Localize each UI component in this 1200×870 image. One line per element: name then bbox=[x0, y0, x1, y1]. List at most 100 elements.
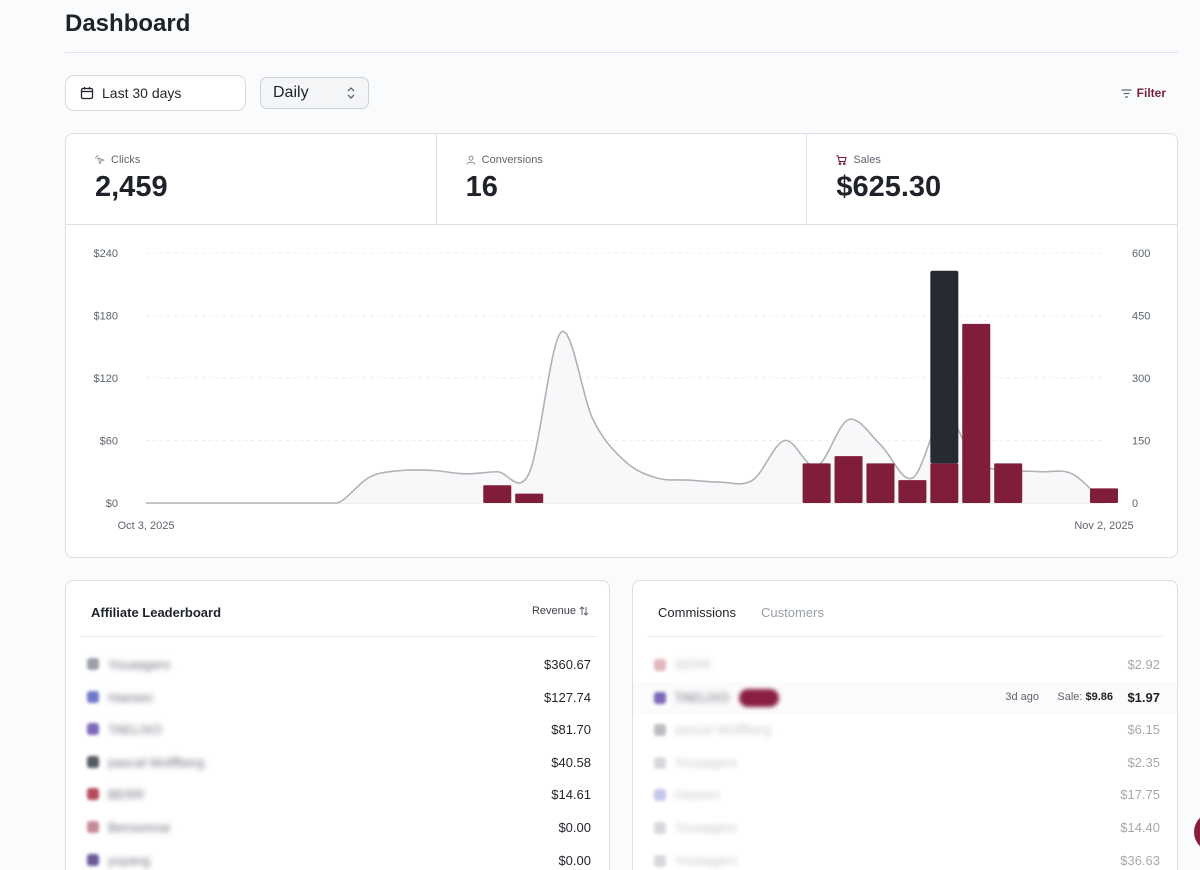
sales-bar bbox=[866, 463, 895, 503]
avatar bbox=[654, 822, 666, 834]
leaderboard-row[interactable]: yuyang $0.00 bbox=[66, 845, 609, 870]
revenue-amount: $40.58 bbox=[551, 754, 591, 770]
commission-row[interactable]: BERR $2.92 bbox=[633, 649, 1177, 681]
clicks-area bbox=[146, 331, 1104, 503]
sales-bar bbox=[930, 463, 959, 503]
leaderboard-row[interactable]: Bensonnar $0.00 bbox=[66, 812, 609, 844]
status-badge bbox=[739, 688, 779, 707]
page-title: Dashboard bbox=[65, 10, 191, 37]
stat-conversions[interactable]: Conversions 16 bbox=[437, 134, 808, 224]
y-tick-label-right: 300 bbox=[1132, 373, 1150, 385]
sales-bar bbox=[898, 480, 927, 503]
leaderboard-row[interactable]: TAELIXO $81.70 bbox=[66, 714, 609, 746]
y-tick-label-right: 450 bbox=[1132, 311, 1150, 323]
sort-arrows-icon bbox=[579, 606, 589, 616]
avatar bbox=[654, 854, 666, 867]
commission-row[interactable]: Haesen $17.75 bbox=[633, 779, 1177, 811]
commission-amount: $36.63 bbox=[1120, 852, 1160, 868]
commissions-divider bbox=[647, 636, 1163, 637]
sales-bar bbox=[834, 456, 863, 503]
affiliate-name: Haesen bbox=[108, 689, 153, 705]
interval-select[interactable]: Daily bbox=[260, 77, 369, 109]
avatar bbox=[87, 788, 99, 801]
affiliate-name: yuyang bbox=[108, 852, 150, 868]
y-tick-label-left: $180 bbox=[94, 311, 118, 323]
affiliate-name: Youaagero bbox=[675, 852, 738, 868]
y-tick-label-right: 150 bbox=[1132, 436, 1150, 448]
filter-button[interactable]: Filter bbox=[1121, 86, 1166, 100]
stats-row: Clicks 2,459 Conversions 16 Sales $625.3… bbox=[66, 134, 1177, 225]
avatar bbox=[654, 659, 666, 671]
cart-icon bbox=[836, 155, 848, 165]
x-tick-label-end: Nov 2, 2025 bbox=[1074, 520, 1133, 532]
stat-value: 16 bbox=[465, 171, 498, 203]
revenue-amount: $0.00 bbox=[558, 820, 591, 835]
commission-amount: $2.35 bbox=[1127, 754, 1160, 770]
y-tick-label-left: $120 bbox=[94, 373, 118, 385]
stat-clicks[interactable]: Clicks 2,459 bbox=[66, 134, 437, 224]
x-tick-label-start: Oct 3, 2025 bbox=[118, 520, 175, 532]
y-tick-label-right: 600 bbox=[1132, 248, 1150, 260]
stat-label: Sales bbox=[853, 154, 881, 166]
sort-label: Revenue bbox=[531, 605, 576, 617]
affiliate-name: TAELIXO bbox=[108, 722, 162, 738]
stat-value: 2,459 bbox=[95, 171, 168, 203]
revenue-amount: $360.67 bbox=[544, 657, 591, 672]
commission-row[interactable]: Youaagero $14.40 bbox=[633, 812, 1177, 844]
revenue-amount: $127.74 bbox=[544, 689, 591, 705]
leaderboard-divider bbox=[80, 636, 597, 637]
affiliate-name: Youaagero bbox=[675, 754, 738, 770]
sales-bar bbox=[515, 493, 544, 503]
y-tick-label-left: $0 bbox=[106, 498, 118, 510]
commission-row[interactable]: Youaagero $36.63 bbox=[633, 845, 1177, 870]
sales-bar bbox=[1090, 488, 1118, 503]
commission-amount: $2.92 bbox=[1127, 657, 1160, 672]
revenue-sort-button[interactable]: Revenue bbox=[532, 605, 589, 617]
revenue-amount: $81.70 bbox=[551, 722, 591, 738]
leaderboard-row[interactable]: BERR $14.61 bbox=[66, 779, 609, 811]
commission-amount: $6.15 bbox=[1127, 722, 1160, 738]
stat-label: Clicks bbox=[111, 154, 141, 166]
stacked-bar bbox=[930, 270, 959, 464]
filter-icon bbox=[1121, 88, 1132, 98]
affiliate-leaderboard: Affiliate Leaderboard Revenue Youaagero $… bbox=[65, 580, 610, 870]
sale-value: $9.86 bbox=[1085, 690, 1113, 703]
commission-row[interactable]: TAELIXO 3d ago Sale: $9.86 $1.97 bbox=[633, 681, 1177, 714]
chat-launcher-button[interactable] bbox=[1194, 812, 1200, 852]
user-icon bbox=[466, 155, 476, 165]
stat-value: $625.30 bbox=[836, 171, 942, 203]
sale-amount: Sale: $9.86 bbox=[1057, 691, 1113, 703]
avatar bbox=[87, 690, 99, 703]
commission-row[interactable]: Youaagero $2.35 bbox=[633, 747, 1177, 779]
affiliate-name: BERR bbox=[675, 657, 712, 672]
avatar bbox=[654, 756, 666, 769]
avatar bbox=[87, 821, 99, 833]
avatar bbox=[87, 853, 99, 866]
date-range-picker[interactable]: Last 30 days bbox=[65, 75, 246, 111]
cursor-click-icon bbox=[95, 155, 105, 165]
commission-row[interactable]: pascal Wolffberg $6.15 bbox=[633, 714, 1177, 746]
avatar bbox=[654, 789, 666, 802]
sales-bar bbox=[802, 463, 831, 503]
interval-value: Daily bbox=[273, 84, 309, 101]
y-tick-label-left: $60 bbox=[100, 436, 118, 448]
y-tick-label-left: $240 bbox=[94, 248, 118, 260]
commission-amount: $17.75 bbox=[1120, 787, 1160, 803]
sales-bar bbox=[962, 323, 991, 503]
tab-commissions[interactable]: Commissions bbox=[658, 605, 737, 620]
affiliate-name: Bensonnar bbox=[108, 820, 171, 835]
filter-label: Filter bbox=[1136, 86, 1166, 100]
avatar bbox=[654, 691, 666, 704]
stat-sales[interactable]: Sales $625.30 bbox=[807, 134, 1177, 224]
leaderboard-row[interactable]: pascal Wolffberg $40.58 bbox=[66, 747, 609, 779]
avatar bbox=[654, 724, 666, 737]
affiliate-name: BERR bbox=[108, 787, 145, 803]
leaderboard-row[interactable]: Haesen $127.74 bbox=[66, 682, 609, 714]
revenue-amount: $14.61 bbox=[551, 787, 591, 803]
affiliate-name: Haesen bbox=[675, 787, 720, 803]
affiliate-name: pascal Wolffberg bbox=[675, 722, 772, 738]
leaderboard-row[interactable]: Youaagero $360.67 bbox=[66, 649, 609, 681]
avatar bbox=[87, 723, 99, 736]
tab-customers[interactable]: Customers bbox=[761, 605, 824, 620]
sales-clicks-chart: $0 $60 $120 $180 $240 0 150 300 450 600 Oct 3, 202… bbox=[94, 248, 1151, 532]
